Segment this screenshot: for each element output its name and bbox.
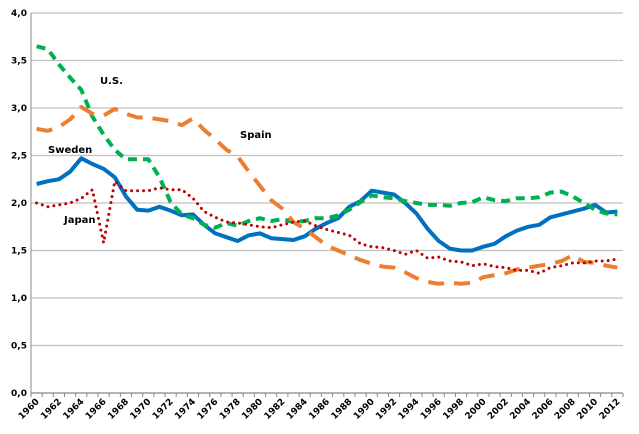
y-tick-label: 0,0 [11,389,27,399]
y-tick-label: 1,0 [11,294,27,304]
x-tick-label: 1976 [196,397,221,422]
series-label-sweden: Sweden [48,145,92,156]
series-line-us [36,44,618,230]
y-tick-label: 2,5 [11,152,27,162]
y-axis-ticks: 0,0 0,5 1,0 1,5 2,0 2,5 3,0 3,5 4,0 [11,9,27,399]
x-tick-label: 2002 [486,397,511,422]
series-label-japan: Japan [63,215,96,226]
x-tick-label: 1994 [397,397,422,422]
y-tick-label: 1,5 [11,247,27,257]
x-tick-label: 1970 [129,397,154,422]
y-tick-label: 4,0 [11,9,27,19]
x-tick-label: 1980 [240,397,265,422]
series-lines [35,44,619,286]
x-tick-label: 2010 [575,397,600,422]
x-tick-label: 1986 [307,397,332,422]
x-tick-label: 1998 [441,397,466,422]
y-tick-label: 0,5 [11,342,27,352]
x-tick-label: 1996 [419,397,444,422]
series-line-spain [36,105,618,286]
y-tick-label: 3,5 [11,57,27,67]
x-tick-label: 2004 [508,397,533,422]
x-tick-label: 1984 [285,397,310,422]
x-tick-label: 1960 [17,397,42,422]
x-tick-label: 2006 [531,397,556,422]
x-tick-label: 1962 [39,397,64,422]
x-tick-label: 1968 [106,397,131,422]
x-tick-label: 2008 [553,397,578,422]
series-label-us: U.S. [100,76,123,87]
y-tick-label: 2,0 [11,199,27,209]
x-tick-label: 2012 [598,397,623,422]
series-label-spain: Spain [240,130,272,141]
y-tick-label: 3,0 [11,104,27,114]
x-tick-label: 1990 [352,397,377,422]
gridlines [31,12,623,394]
x-tick-label: 1978 [218,397,243,422]
series-line-japan [35,179,619,275]
x-tick-label: 1974 [173,397,198,422]
x-tick-label: 1988 [330,397,355,422]
x-tick-label: 1964 [62,397,87,422]
x-tick-label: 2000 [464,397,489,422]
x-tick-label: 1982 [263,397,288,422]
series-line-sweden [36,156,618,253]
x-tick-label: 1966 [84,397,109,422]
x-axis-ticks: 1960196219641966196819701972197419761978… [17,393,624,422]
x-tick-label: 1992 [374,397,399,422]
x-tick-label: 1972 [151,397,176,422]
